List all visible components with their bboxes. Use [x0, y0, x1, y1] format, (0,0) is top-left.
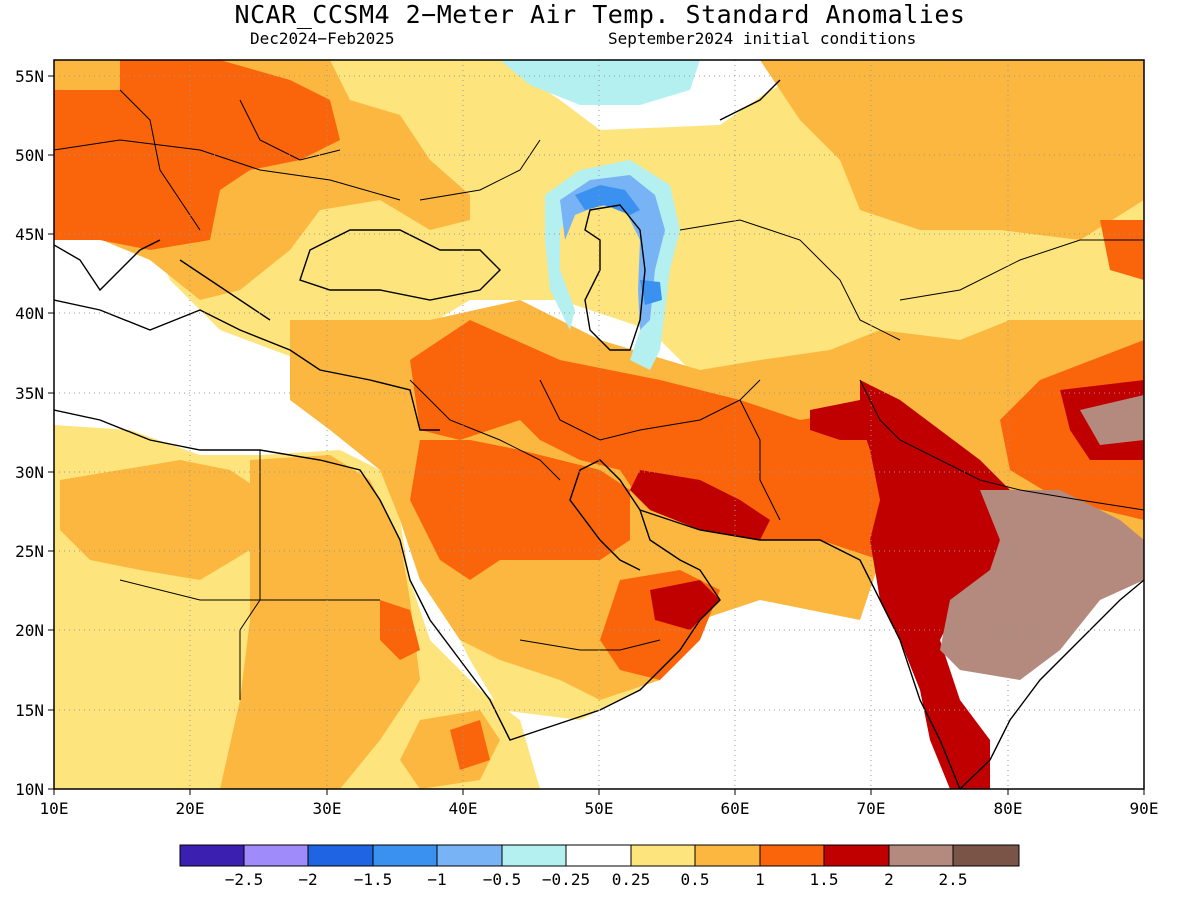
negative-anomaly-regions: [500, 60, 700, 370]
colorbar-label: 2: [884, 870, 894, 889]
gridlines: [54, 60, 1144, 789]
colorbar-swatch: [888, 844, 954, 867]
colorbar-swatch: [501, 844, 567, 867]
anomaly-1.5-regions: [54, 60, 1144, 770]
colorbar-label: −2.5: [224, 870, 264, 889]
colorbar-swatch: [565, 844, 632, 867]
lon-tick-label: 30E: [313, 799, 342, 818]
colorbar-swatch: [179, 844, 245, 867]
lon-tick-label: 10E: [40, 799, 69, 818]
axis-ticks: [48, 75, 1145, 795]
forecast-period: Dec2024−Feb2025: [250, 29, 395, 48]
colorbar-label: −0.25: [541, 870, 591, 889]
lon-tick-label: 20E: [176, 799, 205, 818]
lat-tick-label: 25N: [15, 542, 44, 561]
colorbar-swatch: [823, 844, 890, 867]
lat-tick-label: 40N: [15, 304, 44, 323]
colorbar-label: −0.5: [482, 870, 522, 889]
colorbar-swatch: [243, 844, 309, 867]
colorbar-label: 1.5: [809, 870, 839, 889]
colorbar-swatch: [694, 844, 761, 867]
latitude-labels: 55N 50N 45N 40N 35N 30N 25N 20N 15N 10N: [15, 67, 44, 799]
colorbar-label: −1: [427, 870, 447, 889]
lat-tick-label: 10N: [15, 780, 44, 799]
lon-tick-label: 40E: [449, 799, 478, 818]
colorbar-swatch: [630, 844, 696, 867]
colorbar-swatch: [952, 844, 1020, 867]
lon-tick-label: 90E: [1130, 799, 1159, 818]
colorbar-label: 0.25: [611, 870, 651, 889]
colorbar-swatch: [372, 844, 438, 867]
lat-tick-label: 20N: [15, 621, 44, 640]
colorbar-label: −2: [298, 870, 318, 889]
colorbar-swatch: [436, 844, 503, 867]
lon-tick-label: 70E: [857, 799, 886, 818]
colorbar-label: −1.5: [353, 870, 393, 889]
colorbar-swatch: [759, 844, 825, 867]
lat-tick-label: 35N: [15, 384, 44, 403]
lon-tick-label: 60E: [721, 799, 750, 818]
lat-tick-label: 50N: [15, 146, 44, 165]
colorbar-label: 0.5: [680, 870, 710, 889]
initial-conditions: September2024 initial conditions: [608, 29, 917, 48]
map-title: NCAR_CCSM4 2−Meter Air Temp. Standard An…: [234, 0, 966, 29]
colorbar: [179, 844, 1020, 867]
colorbar-swatch: [307, 844, 374, 867]
lat-tick-label: 55N: [15, 67, 44, 86]
lat-tick-label: 30N: [15, 463, 44, 482]
lat-tick-label: 45N: [15, 225, 44, 244]
colorbar-label: 1: [755, 870, 765, 889]
lon-tick-label: 50E: [585, 799, 614, 818]
longitude-labels: 10E 20E 30E 40E 50E 60E 70E 80E 90E: [40, 799, 1159, 818]
lon-tick-label: 80E: [994, 799, 1023, 818]
anomaly-2.5-regions: [940, 395, 1144, 680]
lat-tick-label: 15N: [15, 701, 44, 720]
colorbar-label: 2.5: [938, 870, 968, 889]
